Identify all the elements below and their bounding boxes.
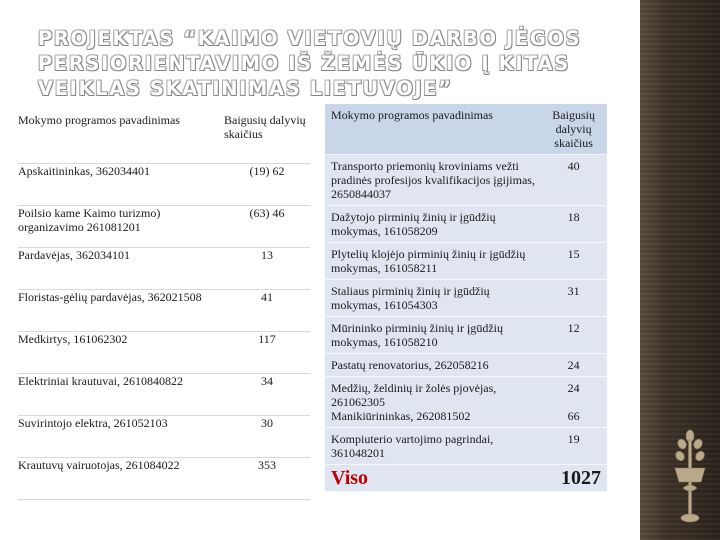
program-name: Pardavėjas, 362034101	[18, 247, 224, 290]
graduates-count: 353	[224, 457, 310, 500]
table-row: Medžių, želdinių ir žolės pjovėjas, 2610…	[325, 376, 607, 428]
program-name: Apskaitininkas, 362034401	[18, 163, 224, 206]
graduates-count: 15	[540, 242, 607, 280]
program-name: Plytelių klojėjo pirminių žinių ir įgūdž…	[325, 242, 541, 280]
graduates-count: 13	[224, 247, 310, 290]
wood-texture	[640, 0, 720, 540]
graduates-count: 30	[224, 415, 310, 458]
table-row: Poilsio kame Kaimo turizmo) organizavimo…	[18, 205, 310, 248]
table-row: Transporto priemonių kroviniams vežti pr…	[325, 154, 607, 206]
graduates-count: 24	[540, 353, 607, 377]
graduates-count: 117	[224, 331, 310, 374]
graduates-count: 31	[540, 279, 607, 317]
program-name: Medžių, želdinių ir žolės pjovėjas, 2610…	[325, 376, 541, 428]
table-row: Pastatų renovatorius, 262058216 24	[325, 353, 607, 377]
table-row: Pardavėjas, 362034101 13	[18, 247, 310, 290]
header-program-name: Mokymo programos pavadinimas	[18, 113, 224, 164]
header-graduates-count: Baigusių dalyvių skaičius	[224, 113, 310, 164]
program-name: Kompiuterio vartojimo pagrindai, 3610482…	[325, 427, 541, 465]
table-row: Kompiuterio vartojimo pagrindai, 3610482…	[325, 427, 607, 465]
table-row: Dažytojo pirminių žinių ir įgūdžių mokym…	[325, 205, 607, 243]
graduates-count: 19	[540, 427, 607, 465]
program-name: Mūrininko pirminių žinių ir įgūdžių moky…	[325, 316, 541, 354]
graduates-count-value: 24	[567, 381, 580, 395]
graduates-count: 18	[540, 205, 607, 243]
program-name: Elektriniai krautuvai, 2610840822	[18, 373, 224, 416]
page-title: PROJEKTAS “KAIMO VIETOVIŲ DARBO JĖGOS PE…	[38, 27, 582, 100]
table-header-row: Mokymo programos pavadinimas Baigusių da…	[18, 113, 310, 164]
right-programs-table: Mokymo programos pavadinimas Baigusių da…	[325, 104, 607, 492]
left-programs-table: Mokymo programos pavadinimas Baigusių da…	[18, 113, 310, 500]
graduates-count: 24 66	[540, 376, 607, 428]
program-name-line: Medžių, želdinių ir žolės pjovėjas, 2610…	[331, 381, 497, 409]
total-label: Viso	[325, 464, 541, 492]
table-row: Apskaitininkas, 362034401 (19) 62	[18, 163, 310, 206]
grain-stalk-emblem-icon	[674, 429, 706, 523]
table-row: Krautuvų vairuotojas, 261084022 353	[18, 457, 310, 500]
graduates-count: 34	[224, 373, 310, 416]
decorative-sidebar	[640, 0, 720, 540]
program-name: Krautuvų vairuotojas, 261084022	[18, 457, 224, 500]
header-program-name: Mokymo programos pavadinimas	[325, 104, 541, 155]
graduates-count-value: 66	[567, 409, 580, 423]
table-row: Medkirtys, 161062302 117	[18, 331, 310, 374]
graduates-count: (19) 62	[224, 163, 310, 206]
graduates-count: (63) 46	[224, 205, 310, 248]
program-name-line: Manikiūrininkas, 262081502	[331, 409, 471, 423]
program-name: Floristas-gėlių pardavėjas, 362021508	[18, 289, 224, 332]
graduates-count: 41	[224, 289, 310, 332]
table-row: Elektriniai krautuvai, 2610840822 34	[18, 373, 310, 416]
graduates-count: 40	[540, 154, 607, 206]
table-row: Plytelių klojėjo pirminių žinių ir įgūdž…	[325, 242, 607, 280]
table-row: Staliaus pirminių žinių ir įgūdžių mokym…	[325, 279, 607, 317]
program-name: Pastatų renovatorius, 262058216	[325, 353, 541, 377]
program-name: Poilsio kame Kaimo turizmo) organizavimo…	[18, 205, 224, 248]
program-name: Dažytojo pirminių žinių ir įgūdžių mokym…	[325, 205, 541, 243]
graduates-count: 12	[540, 316, 607, 354]
header-graduates-count: Baigusių dalyvių skaičius	[540, 104, 607, 155]
total-value: 1027	[540, 464, 607, 492]
program-name: Transporto priemonių kroviniams vežti pr…	[325, 154, 541, 206]
table-row: Floristas-gėlių pardavėjas, 362021508 41	[18, 289, 310, 332]
program-name: Suvirintojo elektra, 261052103	[18, 415, 224, 458]
program-name: Medkirtys, 161062302	[18, 331, 224, 374]
table-header-row: Mokymo programos pavadinimas Baigusių da…	[325, 104, 607, 155]
total-row: Viso 1027	[325, 464, 607, 492]
program-name: Staliaus pirminių žinių ir įgūdžių mokym…	[325, 279, 541, 317]
table-row: Suvirintojo elektra, 261052103 30	[18, 415, 310, 458]
table-row: Mūrininko pirminių žinių ir įgūdžių moky…	[325, 316, 607, 354]
